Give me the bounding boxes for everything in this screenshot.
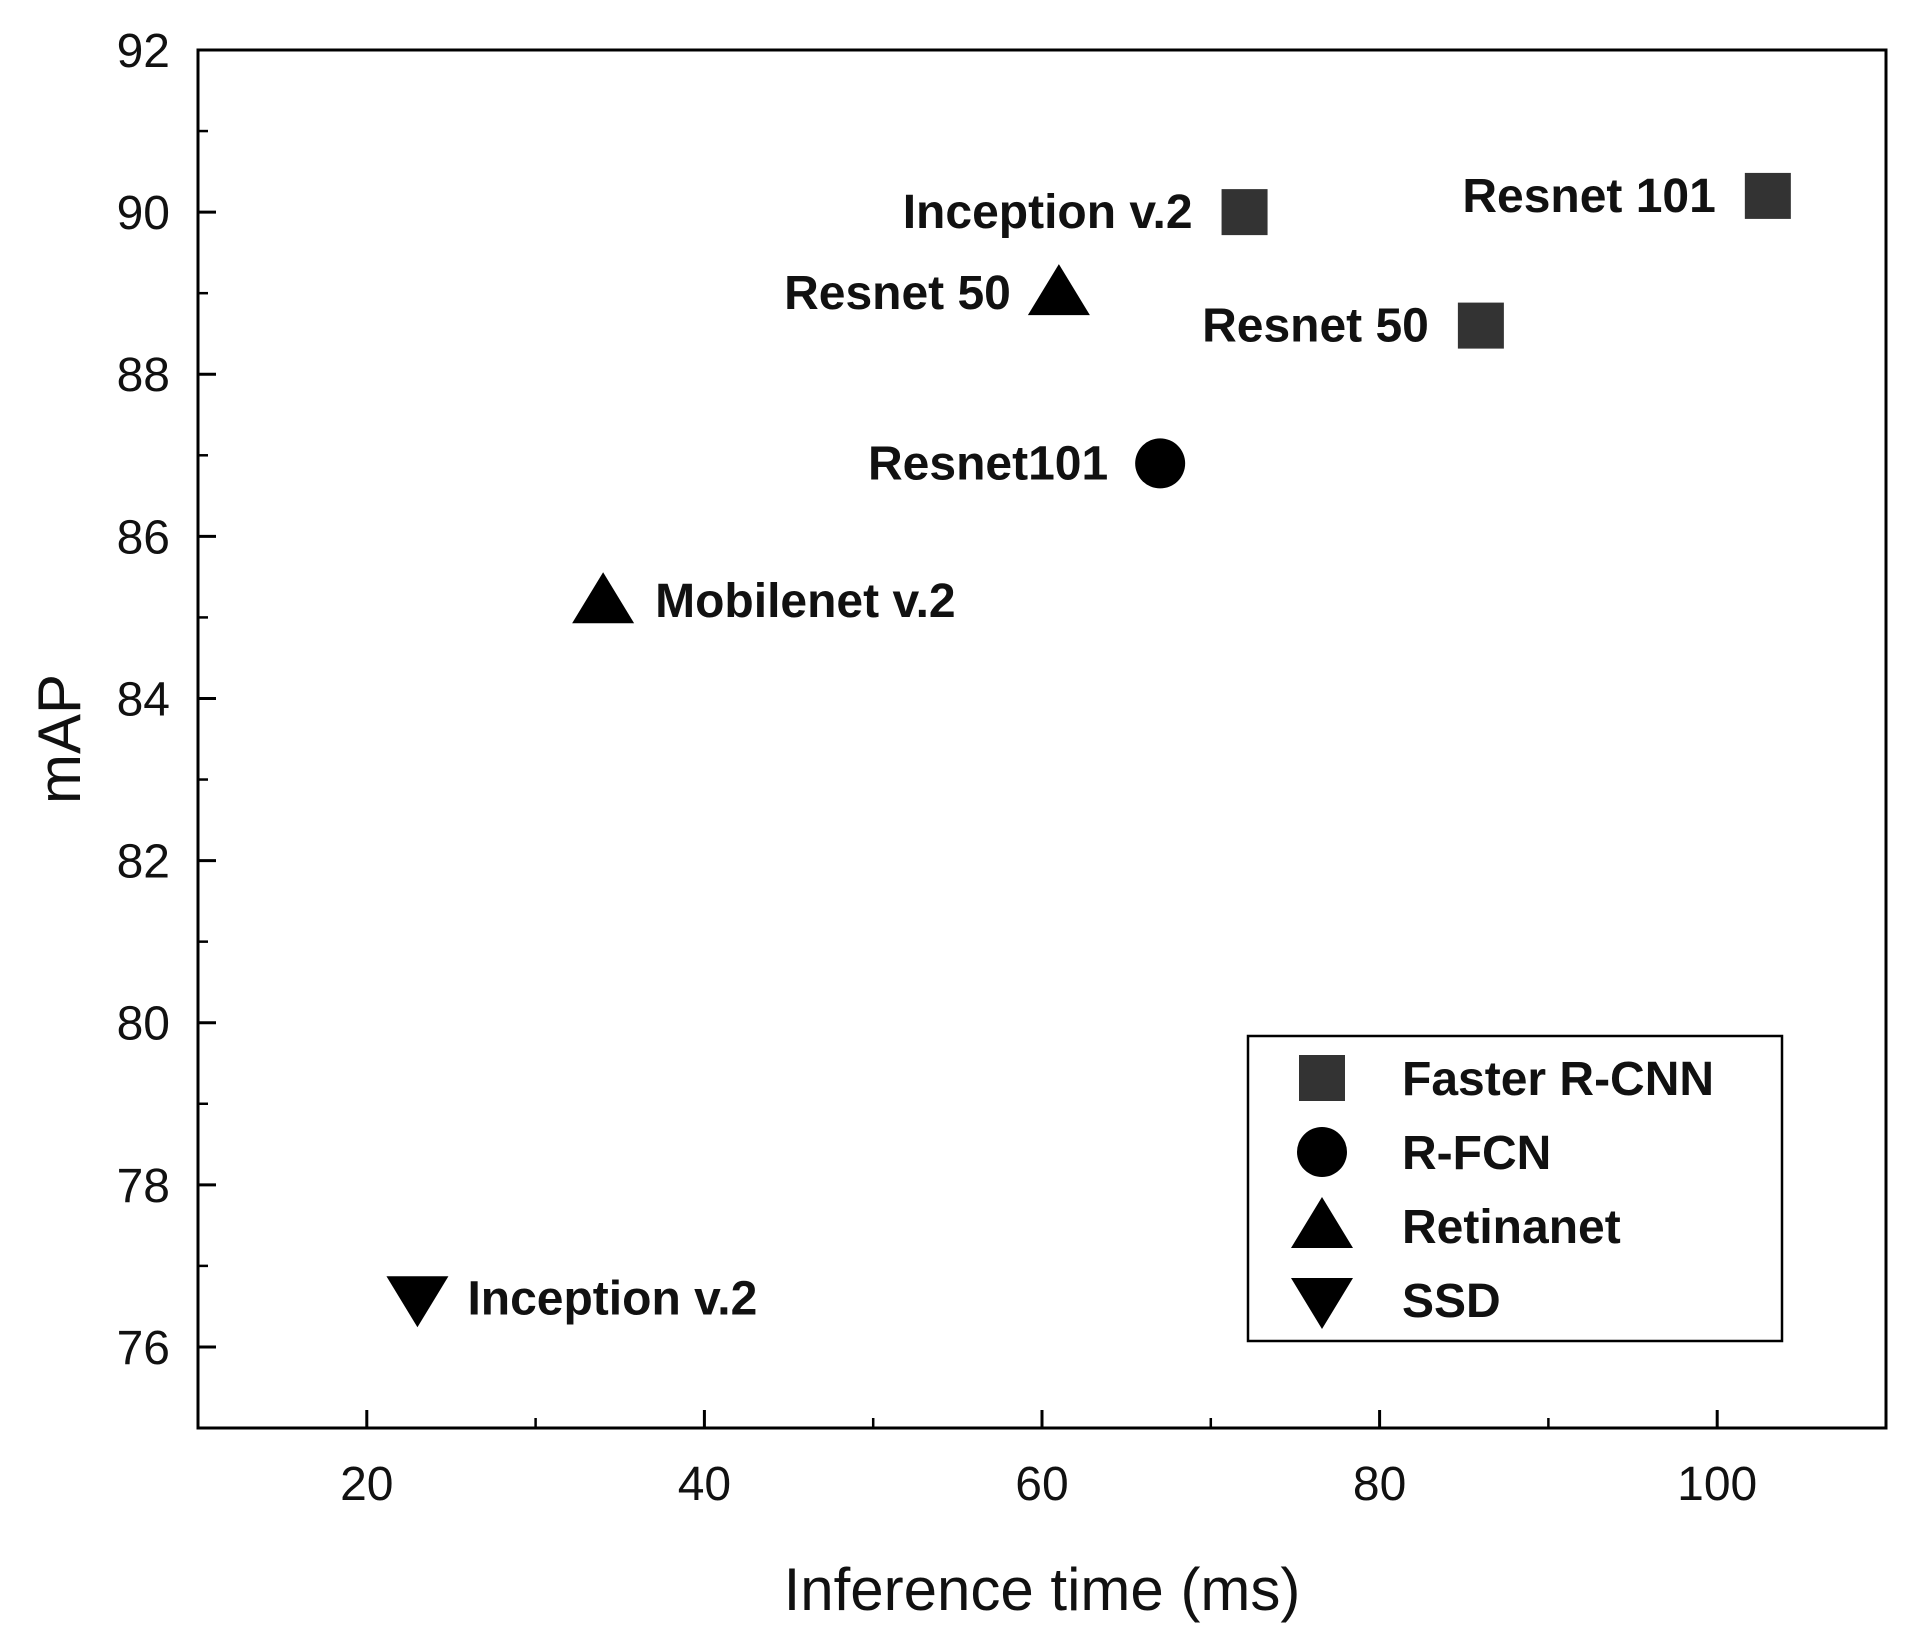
point-label: Inception v.2 xyxy=(467,1272,757,1325)
x-tick-label: 40 xyxy=(678,1458,731,1511)
y-axis-title: mAP xyxy=(26,674,93,804)
x-axis-title: Inference time (ms) xyxy=(784,1556,1301,1623)
legend-ssd-marker xyxy=(1291,1278,1353,1329)
point-label: Resnet101 xyxy=(868,437,1108,490)
retinanet-point xyxy=(1027,264,1090,316)
point-label: Resnet 50 xyxy=(784,267,1011,320)
legend-retinanet-label: Retinanet xyxy=(1402,1201,1621,1254)
plot-area-frame xyxy=(196,48,1888,1430)
point-label: Resnet 50 xyxy=(1202,300,1429,353)
r-fcn-point xyxy=(1135,438,1186,489)
y-tick-label: 92 xyxy=(117,25,170,78)
ssd-point xyxy=(386,1276,449,1328)
legend: Faster R-CNN R-FCN Retinanet SSD xyxy=(1246,1034,1784,1343)
faster-r-cnn-point xyxy=(1457,302,1504,349)
y-tick-label: 76 xyxy=(117,1322,170,1375)
x-tick-label: 100 xyxy=(1677,1458,1757,1511)
x-tick-label: 80 xyxy=(1353,1458,1406,1511)
x-tick-label: 20 xyxy=(340,1458,393,1511)
point-labels: Inception v.2 Resnet 101 Resnet 50 Resnet10… xyxy=(467,170,1715,1325)
x-tick-label: 60 xyxy=(1015,1458,1068,1511)
y-tick-label: 82 xyxy=(117,836,170,889)
y-tick-label: 80 xyxy=(117,998,170,1051)
y-tick-label: 78 xyxy=(117,1160,170,1213)
y-tick-label: 86 xyxy=(117,511,170,564)
faster-r-cnn-point xyxy=(1221,189,1268,236)
y-tick-label: 84 xyxy=(117,673,170,726)
legend-r-fcn-marker xyxy=(1297,1127,1347,1177)
axis-tick-labels: 20 40 60 80 100 76 78 80 82 84 86 88 90 92 xyxy=(117,25,1758,1511)
legend-retinanet-marker xyxy=(1291,1197,1353,1248)
legend-r-fcn-label: R-FCN xyxy=(1402,1127,1551,1180)
point-label: Mobilenet v.2 xyxy=(655,575,956,628)
legend-faster-r-cnn-marker xyxy=(1299,1055,1345,1101)
y-tick-label: 90 xyxy=(117,187,170,240)
retinanet-point xyxy=(572,572,635,624)
legend-ssd-label: SSD xyxy=(1402,1275,1501,1328)
faster-r-cnn-point xyxy=(1744,172,1791,219)
y-tick-label: 88 xyxy=(117,349,170,402)
data-points xyxy=(386,172,1791,1328)
point-label: Resnet 101 xyxy=(1462,170,1715,223)
point-label: Inception v.2 xyxy=(903,186,1193,239)
legend-faster-r-cnn-label: Faster R-CNN xyxy=(1402,1053,1714,1106)
